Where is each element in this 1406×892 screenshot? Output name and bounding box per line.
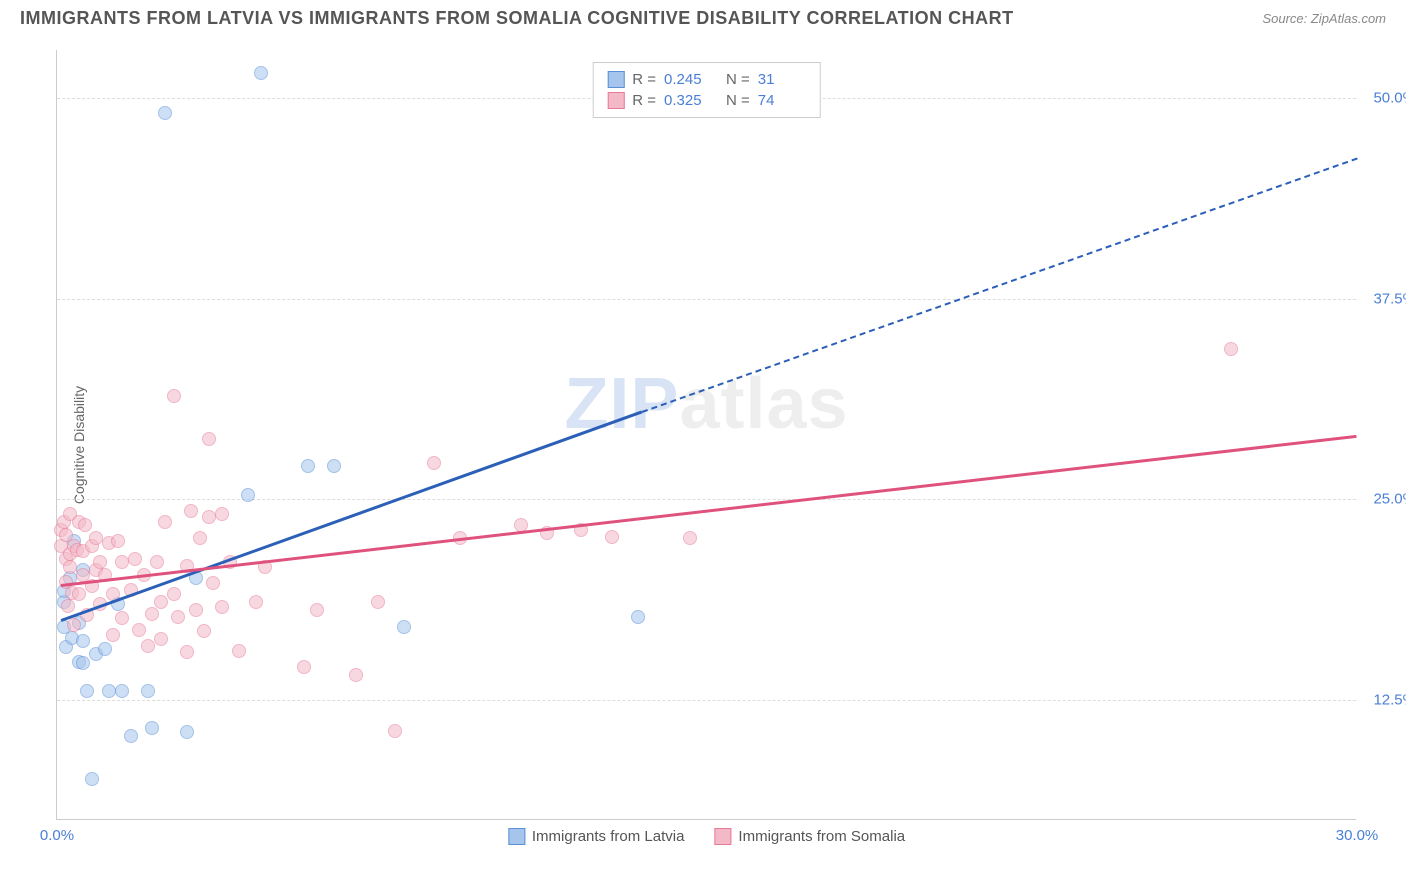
- scatter-point: [371, 595, 385, 609]
- scatter-point: [249, 595, 263, 609]
- scatter-point: [115, 611, 129, 625]
- source-attribution: Source: ZipAtlas.com: [1262, 11, 1386, 26]
- scatter-point: [202, 432, 216, 446]
- series-legend: Immigrants from Latvia Immigrants from S…: [508, 828, 905, 845]
- y-tick-label: 25.0%: [1361, 491, 1406, 508]
- scatter-point: [388, 724, 402, 738]
- scatter-point: [215, 507, 229, 521]
- scatter-point: [167, 587, 181, 601]
- scatter-point: [631, 610, 645, 624]
- chart-title: IMMIGRANTS FROM LATVIA VS IMMIGRANTS FRO…: [20, 8, 1014, 29]
- scatter-point: [106, 628, 120, 642]
- trendline: [61, 435, 1357, 587]
- scatter-point: [310, 603, 324, 617]
- scatter-point: [397, 620, 411, 634]
- scatter-point: [85, 772, 99, 786]
- y-tick-label: 50.0%: [1361, 90, 1406, 107]
- swatch-latvia-bottom: [508, 828, 525, 845]
- scatter-point: [197, 624, 211, 638]
- scatter-point: [89, 531, 103, 545]
- scatter-point: [301, 459, 315, 473]
- scatter-point: [115, 555, 129, 569]
- correlation-legend: R = 0.245 N = 31 R = 0.325 N = 74: [592, 62, 821, 118]
- scatter-point: [67, 618, 81, 632]
- trendline-extrapolated: [642, 158, 1358, 413]
- scatter-point: [76, 656, 90, 670]
- scatter-point: [167, 389, 181, 403]
- watermark: ZIPatlas: [564, 363, 848, 445]
- legend-item-latvia: Immigrants from Latvia: [508, 828, 685, 845]
- scatter-point: [80, 684, 94, 698]
- swatch-somalia-bottom: [714, 828, 731, 845]
- plot-area: ZIPatlas R = 0.245 N = 31 R = 0.325 N = …: [56, 50, 1356, 820]
- scatter-point: [141, 639, 155, 653]
- scatter-point: [427, 456, 441, 470]
- swatch-latvia: [607, 71, 624, 88]
- scatter-point: [605, 530, 619, 544]
- scatter-point: [297, 660, 311, 674]
- scatter-point: [72, 587, 86, 601]
- scatter-point: [158, 106, 172, 120]
- x-tick-label: 30.0%: [1336, 827, 1379, 844]
- scatter-point: [145, 721, 159, 735]
- scatter-point: [124, 729, 138, 743]
- scatter-point: [683, 531, 697, 545]
- gridline: [57, 299, 1356, 300]
- scatter-point: [78, 518, 92, 532]
- scatter-point: [232, 644, 246, 658]
- y-tick-label: 12.5%: [1361, 691, 1406, 708]
- scatter-point: [193, 531, 207, 545]
- gridline: [57, 700, 1356, 701]
- scatter-point: [158, 515, 172, 529]
- scatter-point: [61, 599, 75, 613]
- swatch-somalia: [607, 92, 624, 109]
- scatter-point: [171, 610, 185, 624]
- scatter-point: [189, 603, 203, 617]
- scatter-point: [254, 66, 268, 80]
- scatter-point: [349, 668, 363, 682]
- scatter-point: [1224, 342, 1238, 356]
- scatter-point: [180, 725, 194, 739]
- scatter-point: [132, 623, 146, 637]
- scatter-point: [180, 645, 194, 659]
- scatter-point: [102, 684, 116, 698]
- chart-container: Cognitive Disability ZIPatlas R = 0.245 …: [48, 40, 1386, 850]
- scatter-point: [76, 634, 90, 648]
- scatter-point: [184, 504, 198, 518]
- scatter-point: [150, 555, 164, 569]
- scatter-point: [241, 488, 255, 502]
- trendline: [61, 411, 643, 622]
- x-tick-label: 0.0%: [40, 827, 74, 844]
- y-tick-label: 37.5%: [1361, 290, 1406, 307]
- scatter-point: [115, 684, 129, 698]
- legend-item-somalia: Immigrants from Somalia: [714, 828, 905, 845]
- scatter-point: [141, 684, 155, 698]
- scatter-point: [128, 552, 142, 566]
- scatter-point: [111, 534, 125, 548]
- scatter-point: [154, 632, 168, 646]
- scatter-point: [327, 459, 341, 473]
- scatter-point: [215, 600, 229, 614]
- header: IMMIGRANTS FROM LATVIA VS IMMIGRANTS FRO…: [0, 0, 1406, 33]
- legend-row-somalia: R = 0.325 N = 74: [607, 90, 806, 111]
- scatter-point: [98, 642, 112, 656]
- scatter-point: [202, 510, 216, 524]
- scatter-point: [206, 576, 220, 590]
- legend-row-latvia: R = 0.245 N = 31: [607, 69, 806, 90]
- scatter-point: [63, 560, 77, 574]
- scatter-point: [154, 595, 168, 609]
